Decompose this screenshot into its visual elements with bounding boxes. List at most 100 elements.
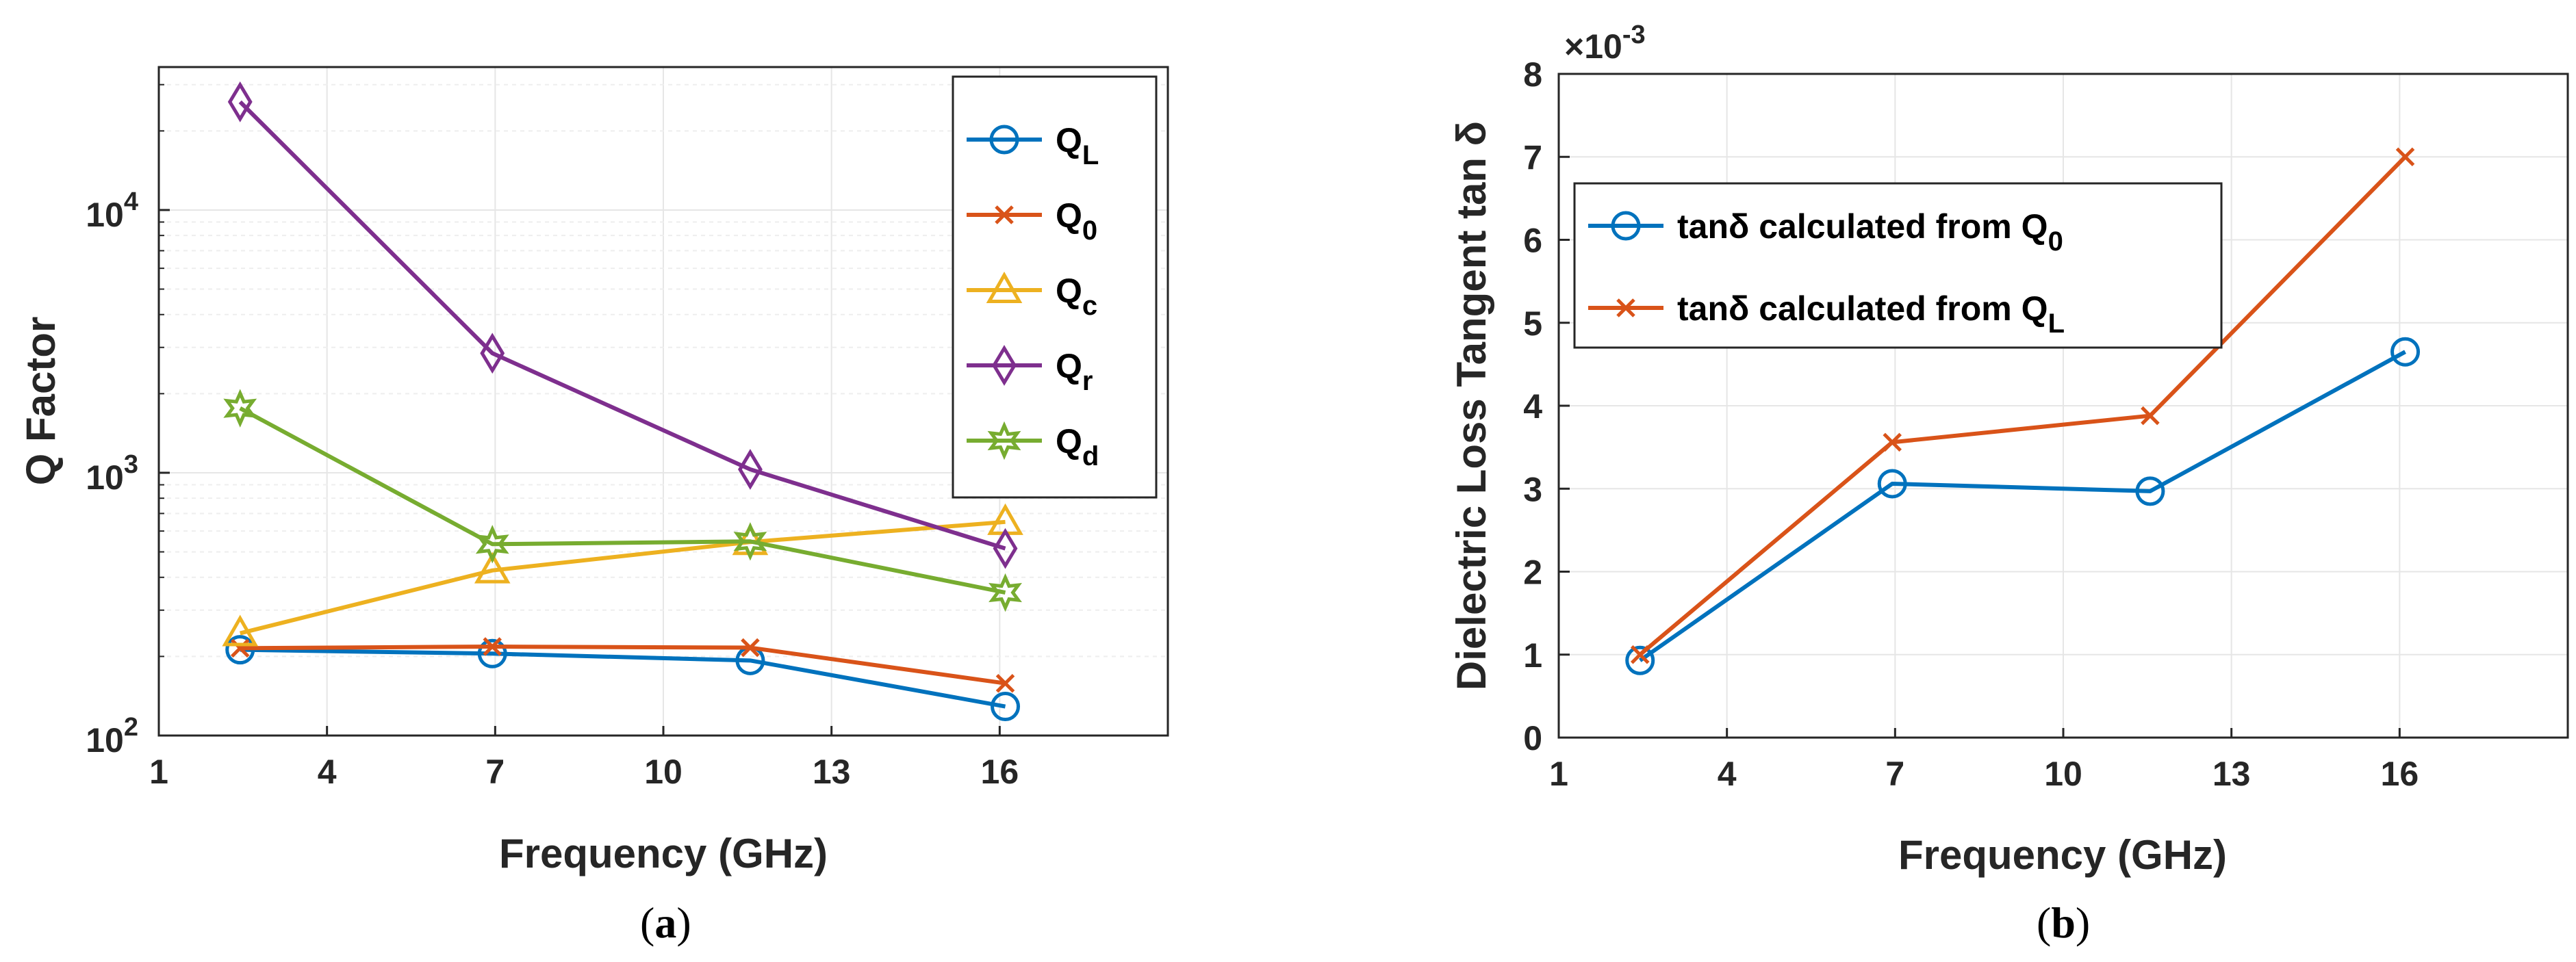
- a-series-4-point-2: [733, 522, 767, 561]
- chart-b-ylabel: Dielectric Loss Tangent tan δ: [1449, 121, 1494, 690]
- chart-b-exponent-base: ×10: [1564, 27, 1622, 66]
- a-series-4-point-0: [223, 389, 257, 428]
- chart-b-legend: tanδ calculated from Q0 tanδ calculated f…: [1573, 182, 2223, 349]
- a-legend-label-4: Qd: [1056, 422, 1099, 471]
- chart-b-grid: [1558, 73, 2568, 738]
- b-legend-label-name-1: tanδ calculated from Q: [1677, 289, 2048, 328]
- b-series-0-point-1: [1877, 469, 1907, 499]
- a-legend-marker-0: [989, 125, 1019, 155]
- b-legend-label-1: tanδ calculated from QL: [1677, 289, 2065, 339]
- a-series-3-point-0: [227, 81, 253, 122]
- b-ytick-label-2: 2: [1523, 554, 1542, 592]
- chart-a-xlabel: Frequency (GHz): [499, 831, 828, 876]
- a-legend-label-name-3: Q: [1056, 347, 1082, 385]
- a-series-1-point-0-stroke-2: [230, 638, 250, 658]
- b-legend-label-sub-1: L: [2048, 309, 2065, 339]
- a-legend-label-sub-0: L: [1082, 140, 1099, 170]
- a-legend-label-name-0: Q: [1056, 121, 1082, 159]
- a-legend-marker-4: [987, 421, 1021, 460]
- a-series-1-line: [240, 645, 1006, 686]
- a-xtick-label-3: 10: [644, 753, 683, 791]
- a-ytick-label-exp-1: 3: [124, 450, 138, 479]
- a-legend-label-sub-2: c: [1082, 291, 1097, 321]
- a-xtick-label-2: 7: [485, 753, 505, 791]
- a-legend-label-sub-1: 0: [1082, 216, 1097, 246]
- b-legend-marker-1-stroke-2: [1616, 298, 1635, 317]
- a-legend-label-sub-4: d: [1082, 441, 1099, 471]
- b-series-0-point-3: [2390, 337, 2421, 367]
- a-xtick-label-4: 13: [813, 753, 851, 791]
- b-xtick-label-5: 16: [2381, 755, 2419, 793]
- chart-a-ylabel: Q Factor: [18, 317, 64, 486]
- b-series-1-line: [1638, 155, 2407, 657]
- b-legend-label-0: tanδ calculated from Q0: [1677, 207, 2063, 257]
- a-legend-label-1: Q0: [1056, 196, 1097, 246]
- b-ytick-label-4: 4: [1523, 387, 1542, 426]
- a-series-1-point-3-stroke-2: [995, 673, 1015, 693]
- a-legend-label-name-1: Q: [1056, 196, 1082, 235]
- b-legend-marker-0: [1611, 211, 1641, 241]
- a-series-2-line: [240, 519, 1006, 636]
- b-xtick-label-4: 13: [2212, 755, 2251, 793]
- a-ytick-label-exp-0: 2: [124, 713, 138, 742]
- b-xtick-label-1: 4: [1718, 755, 1737, 793]
- a-series-0-point-3: [991, 692, 1021, 722]
- a-ytick-label-base-1: 10: [86, 458, 124, 497]
- chart-b-exponent-power: -3: [1622, 21, 1646, 49]
- a-legend-label-0: QL: [1056, 121, 1099, 170]
- a-legend-label-3: Qr: [1056, 347, 1093, 396]
- chart-a-series: [222, 81, 1023, 722]
- b-xtick-label-2: 7: [1885, 755, 1904, 793]
- b-series-1-point-0-stroke-2: [1630, 645, 1650, 664]
- a-ytick-label-1: 103: [86, 450, 138, 497]
- a-legend-marker-1-stroke-2: [995, 205, 1014, 224]
- chart-b-exponent-label: ×10-3: [1564, 21, 1646, 66]
- b-series-1-point-2-stroke-2: [2141, 406, 2160, 426]
- b-ytick-label-8: 8: [1523, 55, 1542, 94]
- b-series-0-line: [1639, 350, 2406, 662]
- a-series-1-point-2: [741, 638, 760, 658]
- a-series-0-point-1: [477, 638, 507, 668]
- a-xtick-label-0: 1: [149, 753, 168, 791]
- a-legend-marker-2: [986, 271, 1023, 303]
- a-series-4-line: [239, 406, 1006, 595]
- a-series-0-line: [240, 647, 1006, 709]
- b-ytick-label-0: 0: [1523, 719, 1542, 757]
- a-series-4-point-1: [475, 525, 509, 564]
- a-xtick-label-1: 4: [318, 753, 337, 791]
- a-series-1-point-1-stroke-2: [483, 637, 502, 656]
- b-series-1-point-2: [2141, 406, 2160, 426]
- b-legend-box: [1573, 182, 2223, 349]
- b-ytick-label-7: 7: [1523, 138, 1542, 177]
- a-series-1-point-2-stroke-2: [741, 638, 760, 658]
- b-xtick-label-0: 1: [1549, 755, 1568, 793]
- b-series-1-point-3-stroke-2: [2395, 147, 2415, 167]
- a-legend-label-name-4: Q: [1056, 422, 1082, 460]
- a-ytick-label-exp-2: 4: [124, 187, 138, 216]
- a-ytick-label-0: 102: [86, 713, 138, 759]
- chart-a-panel-letter: a: [654, 898, 676, 947]
- chart-b-panel-letter: b: [2051, 898, 2076, 947]
- b-series-1-point-1-stroke-2: [1883, 432, 1902, 452]
- chart-a-panel-label: (a): [640, 898, 691, 947]
- a-series-3-point-1: [480, 333, 505, 374]
- a-series-3-point-2: [738, 449, 763, 490]
- b-ytick-label-6: 6: [1523, 222, 1542, 260]
- b-series-0-point-0: [1625, 645, 1655, 675]
- b-series-0-point-2: [2135, 476, 2165, 506]
- a-series-1-point-0: [230, 638, 250, 658]
- b-xtick-label-3: 10: [2044, 755, 2082, 793]
- a-xtick-label-5: 16: [981, 753, 1019, 791]
- b-legend-marker-1: [1616, 298, 1635, 317]
- a-series-1-point-1: [483, 637, 502, 656]
- a-legend-marker-1: [995, 205, 1014, 224]
- chart-b-panel-label: (b): [2037, 898, 2090, 947]
- b-series-1-point-3: [2395, 147, 2415, 167]
- a-ytick-label-2: 104: [86, 187, 138, 234]
- a-ytick-label-base-0: 10: [86, 721, 124, 759]
- a-legend-label-2: Qc: [1056, 272, 1097, 321]
